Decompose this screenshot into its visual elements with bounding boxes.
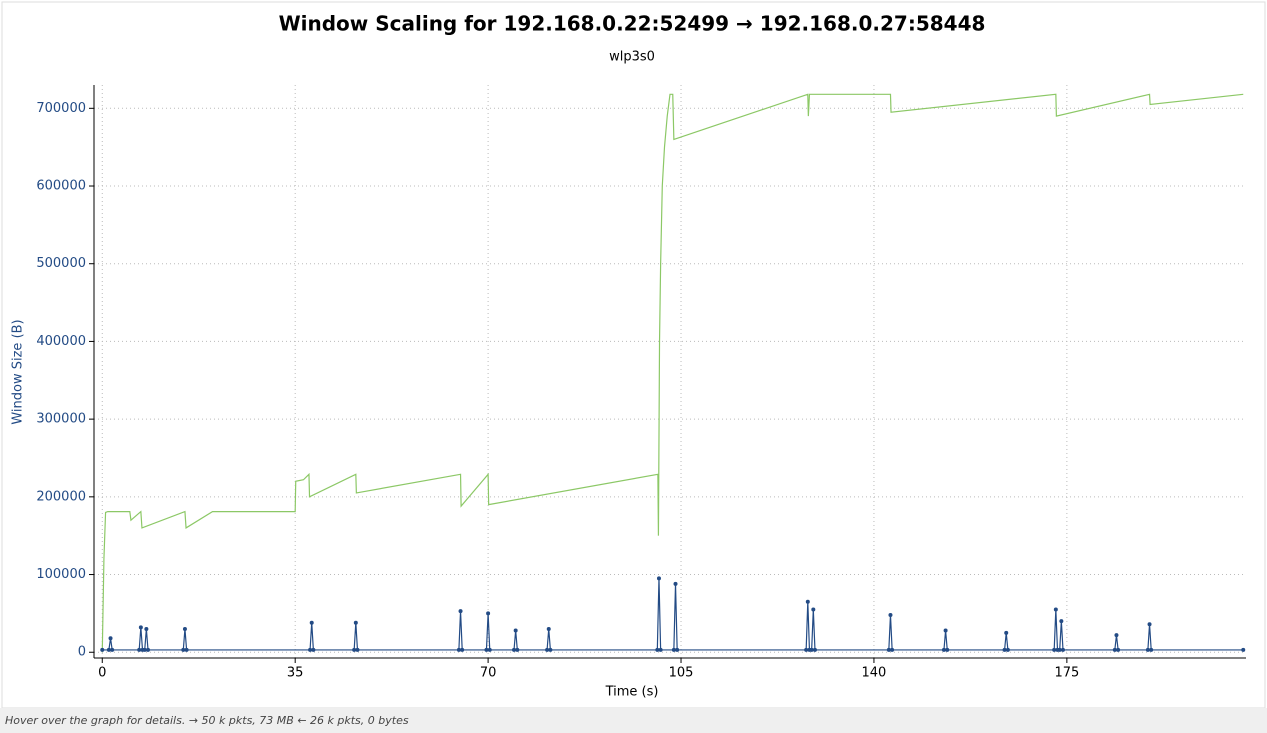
data-point	[804, 647, 809, 652]
data-point	[106, 647, 111, 652]
data-point	[1145, 647, 1150, 652]
data-point	[1005, 647, 1010, 652]
data-point	[805, 599, 810, 604]
status-bar: Hover over the graph for details. → 50 k…	[0, 708, 1267, 733]
data-point	[144, 626, 149, 631]
y-tick-label: 0	[78, 645, 86, 660]
data-point	[1147, 622, 1152, 627]
data-point	[487, 647, 492, 652]
data-point	[138, 625, 143, 630]
data-point	[512, 647, 517, 652]
data-point	[108, 636, 113, 641]
y-tick-label: 600000	[36, 179, 86, 194]
data-point	[484, 647, 489, 652]
chart-title: Window Scaling for 192.168.0.22:52499 → …	[279, 12, 986, 36]
y-axis-label: Window Size (B)	[11, 319, 26, 424]
data-point	[308, 647, 313, 652]
x-tick-label: 105	[669, 666, 694, 681]
data-point	[311, 647, 316, 652]
x-axis-label: Time (s)	[605, 685, 659, 700]
data-point	[1052, 647, 1057, 652]
data-point	[658, 647, 663, 652]
data-point	[890, 647, 895, 652]
data-point	[671, 647, 676, 652]
data-point	[184, 647, 189, 652]
data-point	[809, 647, 814, 652]
data-point	[1149, 647, 1154, 652]
y-tick-label: 200000	[36, 489, 86, 504]
data-point	[673, 581, 678, 586]
data-point	[1004, 630, 1009, 635]
x-tick-label: 35	[287, 666, 304, 681]
data-point	[886, 647, 891, 652]
data-point	[675, 647, 680, 652]
y-tick-label: 700000	[36, 101, 86, 116]
data-point	[1059, 619, 1064, 624]
data-point	[656, 576, 661, 581]
chart-subtitle: wlp3s0	[609, 50, 655, 65]
data-point	[812, 647, 817, 652]
data-point	[142, 647, 147, 652]
y-tick-label: 500000	[36, 256, 86, 271]
x-tick-label: 140	[862, 666, 887, 681]
data-point	[100, 647, 105, 652]
data-point	[1241, 647, 1246, 652]
data-point	[110, 647, 115, 652]
x-tick-label: 70	[480, 666, 497, 681]
data-point	[545, 647, 550, 652]
data-point	[181, 647, 186, 652]
data-point	[353, 620, 358, 625]
data-point	[1114, 633, 1119, 638]
data-point	[182, 626, 187, 631]
y-tick-label: 400000	[36, 334, 86, 349]
data-point	[137, 647, 142, 652]
data-point	[352, 647, 357, 652]
data-point	[1053, 607, 1058, 612]
data-point	[943, 628, 948, 633]
chart: Window Scaling for 192.168.0.22:52499 → …	[1, 1, 1266, 708]
data-point	[941, 647, 946, 652]
frame	[1, 1, 1266, 708]
data-point	[1002, 647, 1007, 652]
data-point	[146, 647, 151, 652]
data-point	[515, 647, 520, 652]
data-point	[888, 612, 893, 617]
data-point	[460, 647, 465, 652]
data-point	[456, 647, 461, 652]
y-tick-label: 100000	[36, 567, 86, 582]
series-line	[101, 93, 1244, 653]
data-point	[513, 628, 518, 633]
data-point	[309, 620, 314, 625]
x-tick-label: 175	[1054, 666, 1079, 681]
y-tick-label: 300000	[36, 412, 86, 427]
data-point	[1112, 647, 1117, 652]
x-tick-label: 0	[98, 666, 106, 681]
data-point	[546, 626, 551, 631]
data-point	[811, 607, 816, 612]
data-point	[458, 609, 463, 614]
data-point	[1116, 647, 1121, 652]
data-point	[1057, 647, 1062, 652]
data-point	[1061, 647, 1066, 652]
data-point	[355, 647, 360, 652]
data-point	[486, 611, 491, 616]
data-point	[945, 647, 950, 652]
data-point	[548, 647, 553, 652]
data-point	[655, 647, 660, 652]
